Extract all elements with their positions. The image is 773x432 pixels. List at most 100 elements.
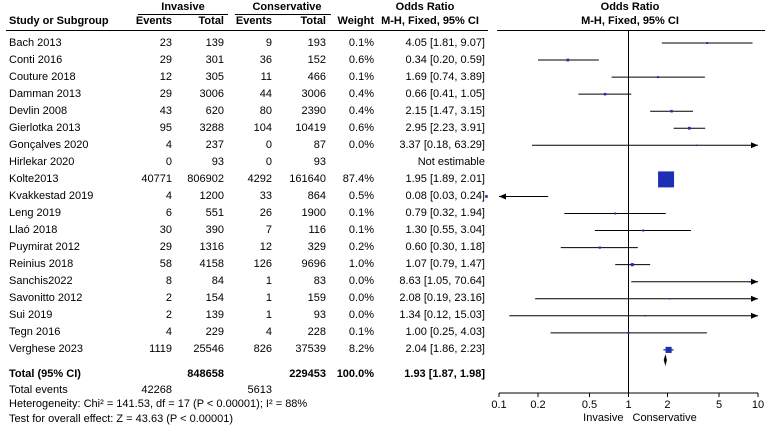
weight: 0.0%: [348, 275, 374, 287]
weight: 0.1%: [348, 71, 374, 83]
total-total2: 229453: [289, 368, 326, 380]
total-events2: 5613: [247, 384, 272, 396]
total2: 37539: [295, 343, 326, 355]
total2: 116: [308, 224, 326, 236]
col-events1: Events: [135, 15, 172, 27]
pooled-diamond: [663, 354, 667, 366]
events2: 126: [253, 258, 272, 270]
x-tick-label: 10: [752, 399, 764, 411]
col-total2: Total: [300, 15, 326, 27]
point-estimate: [706, 41, 709, 45]
point-estimate: [627, 331, 630, 334]
total2: 228: [307, 326, 326, 338]
point-estimate: [598, 246, 601, 249]
total1: 84: [211, 275, 224, 287]
or-header: Odds Ratio: [395, 1, 455, 13]
total1: 139: [205, 37, 224, 49]
events2: 11: [260, 71, 272, 83]
total1: 3288: [199, 122, 224, 134]
events2: 36: [259, 54, 272, 66]
total2: 2390: [301, 105, 326, 117]
events2: 1: [265, 275, 272, 287]
total1: 154: [205, 292, 224, 304]
x-tick-label: 0.5: [582, 399, 597, 411]
point-estimate: [670, 109, 673, 113]
study-name: Couture 2018: [9, 71, 76, 83]
events2: 826: [253, 343, 272, 355]
ci-text: 1.00 [0.25, 4.03]: [405, 326, 485, 338]
study-name: Gierlotka 2013: [9, 122, 81, 134]
study-name: Hirlekar 2020: [9, 156, 75, 168]
events2: 1: [265, 292, 272, 304]
total-label: Total (95% CI): [9, 368, 81, 380]
ci-text: 2.95 [2.23, 3.91]: [405, 122, 485, 134]
ci-text: 2.15 [1.47, 3.15]: [405, 105, 485, 117]
events1: 12: [159, 71, 172, 83]
events1: 29: [159, 88, 172, 100]
point-estimate: [668, 298, 671, 300]
point-estimate: [665, 346, 672, 353]
col-weight: Weight: [337, 15, 374, 27]
study-name: Reinius 2018: [9, 258, 74, 270]
events2: 4: [265, 326, 272, 338]
events1: 1119: [149, 343, 172, 355]
weight: 0.1%: [348, 207, 374, 219]
total-weight: 100.0%: [336, 368, 374, 380]
ci-text: 1.69 [0.74, 3.89]: [405, 71, 485, 83]
total2: 864: [307, 190, 326, 202]
point-estimate: [657, 76, 660, 79]
study-name: Bach 2013: [9, 37, 62, 49]
ci-arrow-right: [751, 278, 758, 285]
favours-right-label: Conservative: [633, 412, 697, 424]
events2: 0: [265, 156, 272, 168]
total1: 25546: [193, 343, 224, 355]
point-estimate: [642, 229, 645, 232]
ci-text: 0.08 [0.03, 0.24]: [405, 190, 485, 202]
total1: 301: [205, 54, 224, 66]
weight: 0.0%: [348, 292, 374, 304]
events1: 8: [165, 275, 172, 287]
total2: 9696: [301, 258, 326, 270]
total2: 10419: [295, 122, 326, 134]
favours-left-label: Invasive: [583, 412, 623, 424]
point-estimate: [603, 92, 607, 96]
point-estimate: [485, 195, 488, 198]
ci-text: Not estimable: [417, 156, 485, 168]
total1: 1200: [199, 190, 224, 202]
weight: 0.1%: [348, 37, 374, 49]
ci-text: 0.34 [0.20, 0.59]: [405, 54, 485, 66]
overall-effect-text: Test for overall effect: Z = 43.63 (P < …: [9, 413, 234, 425]
events1: 43: [159, 105, 172, 117]
weight: 0.4%: [348, 88, 374, 100]
total2: 152: [307, 54, 326, 66]
total1: 1316: [199, 241, 224, 253]
weight: 0.2%: [348, 241, 374, 253]
total1: 620: [205, 105, 224, 117]
study-name: Leng 2019: [9, 207, 61, 219]
header-rule-right: [497, 30, 765, 31]
events2: 80: [259, 105, 272, 117]
weight: 1.0%: [348, 258, 374, 270]
total2: 3006: [301, 88, 326, 100]
study-name: Kvakkestad 2019: [9, 190, 94, 202]
ci-text: 1.34 [0.12, 15.03]: [399, 309, 485, 321]
group1-underline: [138, 14, 228, 15]
col-study: Study or Subgroup: [9, 15, 109, 27]
total-events-label: Total events: [9, 384, 68, 396]
study-name: Savonitto 2012: [9, 292, 83, 304]
x-tick-label: 2: [664, 399, 670, 411]
ci-arrow-right: [751, 312, 758, 319]
heterogeneity-text: Heterogeneity: Chi² = 141.53, df = 17 (P…: [9, 398, 308, 410]
study-name: Damman 2013: [9, 88, 82, 100]
total1: 551: [205, 207, 224, 219]
point-estimate: [696, 144, 698, 147]
total1: 139: [205, 309, 224, 321]
weight: 0.6%: [348, 54, 374, 66]
ci-text: 3.37 [0.18, 63.29]: [399, 139, 485, 151]
group2-underline: [235, 14, 331, 15]
col-method: M-H, Fixed, 95% CI: [381, 15, 479, 27]
events1: 0: [165, 156, 172, 168]
ci-text: 0.79 [0.32, 1.94]: [405, 207, 485, 219]
weight: 0.1%: [348, 326, 374, 338]
